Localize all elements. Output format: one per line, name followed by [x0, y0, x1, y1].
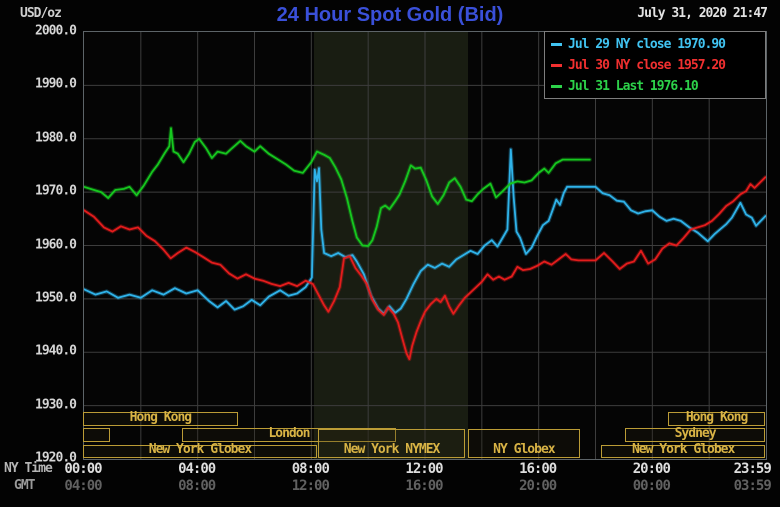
- session-box-london: London: [181, 426, 397, 442]
- session-box-ny-globex: NY Globex: [467, 429, 581, 458]
- price-line-jul-31: [84, 127, 591, 247]
- legend-box: Jul 29 NY close 1970.90 Jul 30 NY close 1…: [544, 31, 766, 99]
- y-tick-label: 1950.0: [35, 290, 77, 306]
- y-tick-label: 1930.0: [35, 397, 77, 413]
- session-box-new-york-nymex: New York NYMEX: [318, 429, 465, 458]
- ny-time-axis-label: NY Time: [4, 461, 53, 476]
- legend-dash-icon: [551, 64, 562, 67]
- price-line-jul-30: [84, 176, 766, 361]
- y-tick-label: 1940.0: [35, 343, 77, 359]
- session-box-new-york-globex: New York Globex: [601, 442, 765, 458]
- session-label: NY Globex: [493, 442, 555, 457]
- market-sessions: Hong Kong Hong Kong London Sydney New York G…: [83, 410, 765, 458]
- session-label: London: [268, 426, 310, 441]
- y-tick-label: 1970.0: [35, 183, 77, 199]
- x-tick-label-ny: 08:00: [291, 461, 330, 477]
- session-label: Hong Kong: [129, 410, 192, 425]
- legend-item: Jul 31 Last 1976.10: [549, 76, 761, 97]
- x-tick-label-gmt: 16:00: [405, 478, 443, 494]
- y-axis-labels: 2000.0 1990.0 1980.0 1970.0 1960.0 1950.0 1940…: [0, 0, 79, 507]
- x-tick-label-ny: 00:00: [64, 461, 102, 477]
- session-box-sydney: Sydney: [625, 426, 765, 442]
- x-tick-label-gmt: 12:00: [291, 478, 330, 494]
- x-tick-label-ny: 16:00: [519, 461, 557, 477]
- price-line-jul-29: [84, 148, 766, 315]
- x-tick-label-ny: 04:00: [178, 461, 216, 477]
- x-tick-label-gmt: 08:00: [178, 478, 216, 494]
- x-axis-ny-ticks: 00:00 04:00 08:00 12:00 16:00 20:00 23:59: [0, 461, 780, 477]
- x-axis-gmt-ticks: 04:00 08:00 12:00 16:00 20:00 00:00 03:59: [0, 478, 780, 494]
- session-label: Sydney: [674, 426, 717, 441]
- x-tick-label-ny: 12:00: [405, 461, 443, 477]
- session-label: New York NYMEX: [343, 442, 441, 457]
- legend-label: Jul 30 NY close 1957.20: [568, 58, 726, 73]
- gmt-axis-label: GMT: [14, 478, 36, 493]
- legend-dash-icon: [551, 85, 562, 88]
- y-tick-label: 1960.0: [35, 237, 77, 252]
- chart-title: 24 Hour Spot Gold (Bid): [276, 4, 504, 26]
- price-lines-svg: [84, 32, 766, 459]
- legend-item: Jul 29 NY close 1970.90: [549, 34, 761, 55]
- y-tick-label: 1980.0: [35, 130, 77, 146]
- x-tick-label-gmt: 20:00: [519, 478, 557, 494]
- session-box-unlabeled: [83, 428, 111, 442]
- x-tick-label-ny: 20:00: [632, 461, 671, 477]
- session-box-hong-kong: Hong Kong: [668, 410, 765, 426]
- x-tick-label-gmt: 04:00: [64, 478, 102, 494]
- y-tick-label: 2000.0: [35, 23, 77, 39]
- session-box-hong-kong: Hong Kong: [83, 410, 238, 426]
- session-label: New York Globex: [631, 442, 735, 457]
- x-tick-label-gmt: 00:00: [632, 478, 671, 494]
- legend-dash-icon: [551, 43, 562, 46]
- x-tick-label-gmt: 03:59: [733, 478, 772, 494]
- units-label: USD/oz: [20, 6, 62, 21]
- x-tick-label-ny: 23:59: [733, 461, 772, 477]
- session-label: New York Globex: [148, 442, 252, 457]
- legend-label: Jul 31 Last 1976.10: [568, 79, 699, 94]
- y-tick-label: 1920.0: [35, 450, 77, 466]
- legend-item: Jul 30 NY close 1957.20: [549, 55, 761, 76]
- session-box-new-york-globex: New York Globex: [83, 442, 317, 458]
- chart-timestamp: July 31, 2020 21:47: [637, 6, 768, 21]
- plot-area: [83, 31, 767, 460]
- legend-label: Jul 29 NY close 1970.90: [568, 37, 726, 52]
- session-label: Hong Kong: [685, 410, 748, 425]
- y-tick-label: 1990.0: [35, 76, 77, 92]
